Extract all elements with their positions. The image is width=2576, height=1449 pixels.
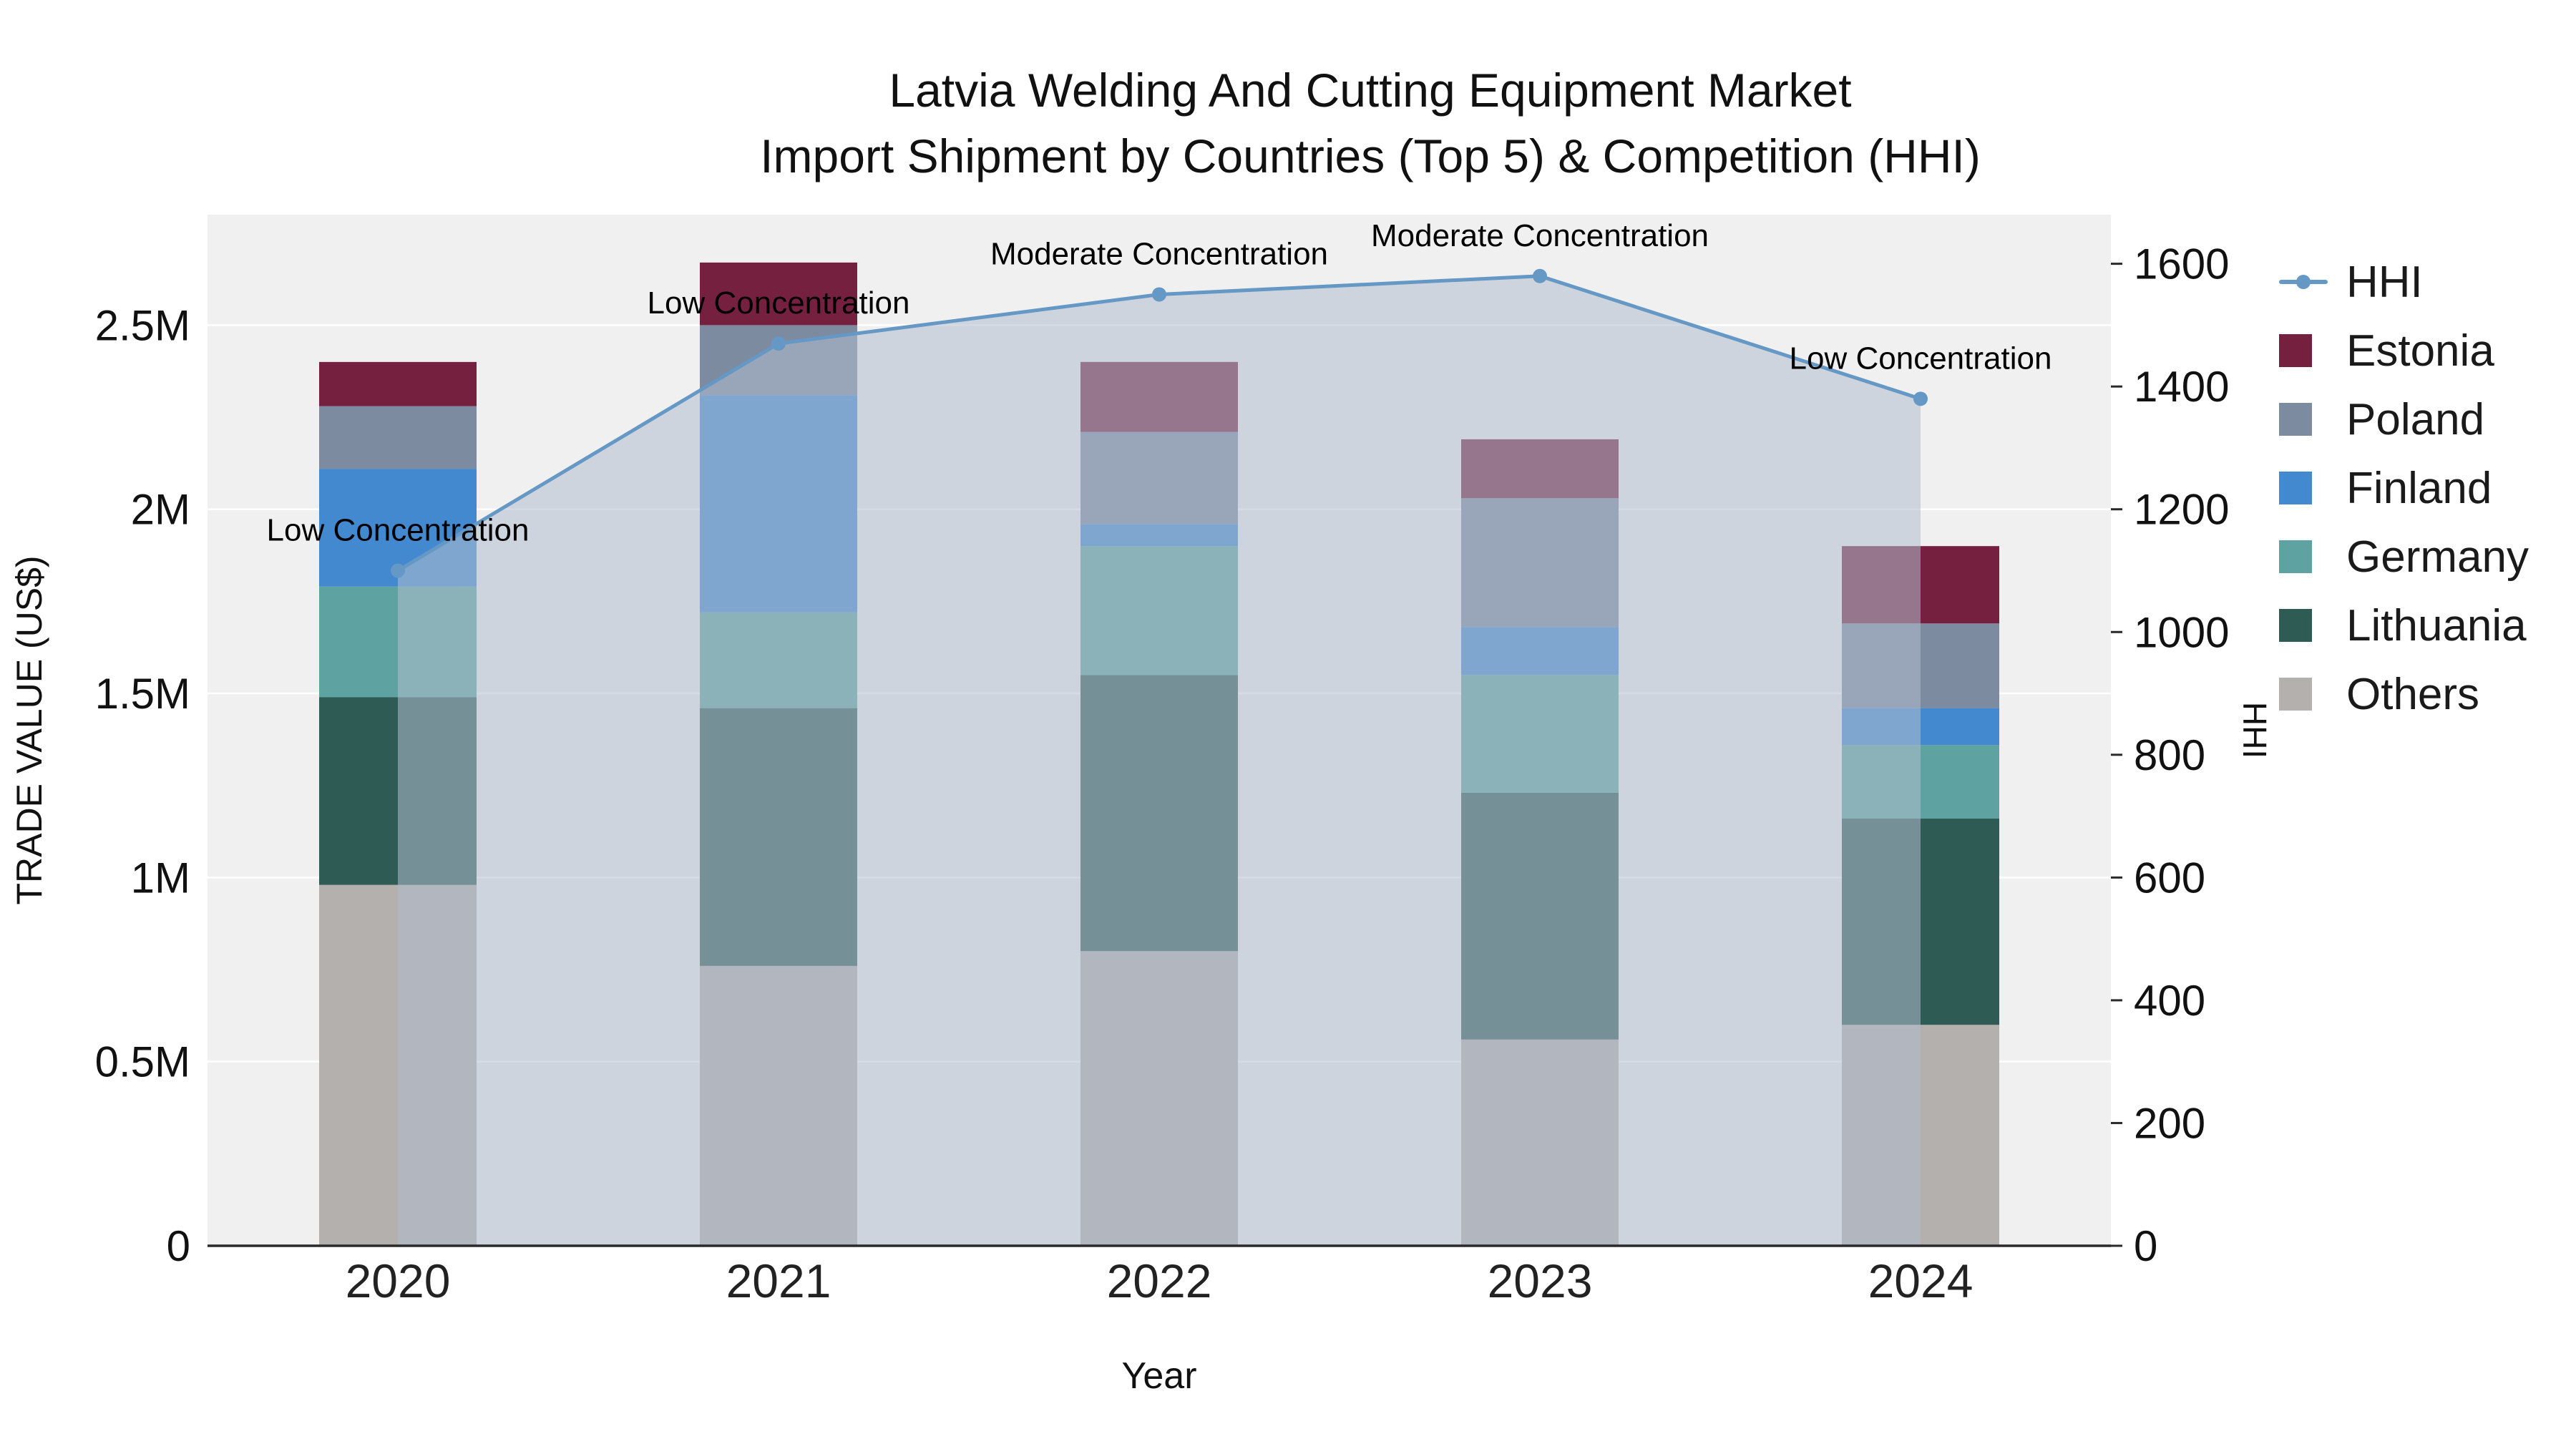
color-swatch (2279, 678, 2312, 711)
x-tick-label-2022: 2022 (1107, 1254, 1212, 1307)
germany-color-swatch (2279, 540, 2329, 573)
chart-title: Latvia Welding And Cutting Equipment Mar… (165, 57, 2576, 189)
annotation-2023: Moderate Concentration (1371, 218, 1709, 253)
y-right-tick-label: 400 (2134, 977, 2205, 1025)
x-tick-label-2020: 2020 (346, 1254, 451, 1307)
x-axis-title: Year (1121, 1355, 1196, 1397)
hhi-marker-2020[interactable] (391, 563, 405, 578)
legend-item-hhi[interactable]: HHI (2279, 257, 2529, 307)
legend-item-estonia[interactable]: Estonia (2279, 326, 2529, 376)
bar-segment-estonia-2020[interactable] (319, 361, 477, 406)
color-swatch (2279, 609, 2312, 642)
y-left-tick-label: 1M (131, 854, 190, 902)
annotation-2024: Low Concentration (1790, 341, 2052, 376)
y-left-axis-title: TRADE VALUE (US$) (9, 555, 49, 904)
chart-legend: HHI Estonia Poland Finland Germany Lithuania O… (2279, 257, 2529, 719)
estonia-color-swatch (2279, 334, 2329, 367)
hhi-line-legend-icon (2279, 275, 2329, 289)
legend-label-hhi: HHI (2346, 257, 2423, 307)
hhi-marker-2021[interactable] (771, 336, 786, 351)
color-swatch (2279, 334, 2312, 367)
hhi-marker-2023[interactable] (1533, 268, 1547, 283)
legend-label-finland: Finland (2346, 463, 2492, 513)
y-right-tick-label: 1400 (2134, 363, 2229, 411)
annotation-2022: Moderate Concentration (990, 237, 1328, 272)
legend-item-lithuania[interactable]: Lithuania (2279, 600, 2529, 650)
bar-segment-poland-2020[interactable] (319, 406, 477, 469)
y-right-axis-title: HHI (2236, 702, 2273, 758)
y-right-tick-label: 1200 (2134, 486, 2229, 534)
y-right-tick-label: 600 (2134, 854, 2205, 902)
y-left-tick-label: 0 (167, 1222, 190, 1270)
y-left-tick-label: 1.5M (95, 670, 190, 718)
color-swatch (2279, 403, 2312, 436)
others-color-swatch (2279, 678, 2329, 711)
legend-label-lithuania: Lithuania (2346, 600, 2527, 650)
y-left-tick-label: 0.5M (95, 1038, 190, 1086)
legend-label-germany: Germany (2346, 532, 2529, 582)
legend-item-finland[interactable]: Finland (2279, 463, 2529, 513)
legend-item-poland[interactable]: Poland (2279, 394, 2529, 444)
lithuania-color-swatch (2279, 609, 2329, 642)
legend-label-poland: Poland (2346, 394, 2485, 444)
hhi-marker-2022[interactable] (1152, 287, 1166, 302)
y-right-tick-label: 1600 (2134, 240, 2229, 288)
x-tick-label-2024: 2024 (1868, 1254, 1974, 1307)
color-swatch (2279, 472, 2312, 504)
y-left-tick-label: 2M (131, 486, 190, 534)
legend-label-others: Others (2346, 669, 2480, 719)
hhi-line-symbol (2279, 275, 2328, 289)
y-right-tick-label: 800 (2134, 731, 2205, 779)
hhi-marker-symbol (2296, 275, 2311, 289)
x-tick-label-2023: 2023 (1488, 1254, 1593, 1307)
legend-item-germany[interactable]: Germany (2279, 532, 2529, 582)
bar-segment-estonia-2021[interactable] (700, 262, 857, 326)
y-right-tick-label: 200 (2134, 1099, 2205, 1147)
y-right-tick-label: 0 (2134, 1222, 2157, 1270)
y-left-tick-label: 2.5M (95, 301, 190, 349)
x-tick-label-2021: 2021 (726, 1254, 831, 1307)
color-swatch (2279, 540, 2312, 573)
y-right-tick-label: 1000 (2134, 608, 2229, 656)
finland-color-swatch (2279, 472, 2329, 504)
annotation-2020: Low Concentration (267, 512, 530, 547)
chart-title-line-2: Import Shipment by Countries (Top 5) & C… (760, 130, 1981, 182)
chart-title-line-1: Latvia Welding And Cutting Equipment Mar… (889, 64, 1852, 117)
legend-item-others[interactable]: Others (2279, 669, 2529, 719)
hhi-marker-2024[interactable] (1913, 391, 1928, 406)
hhi-area-fill (398, 275, 1921, 1246)
annotation-2021: Low Concentration (648, 286, 910, 321)
poland-color-swatch (2279, 403, 2329, 436)
legend-label-estonia: Estonia (2346, 326, 2494, 376)
